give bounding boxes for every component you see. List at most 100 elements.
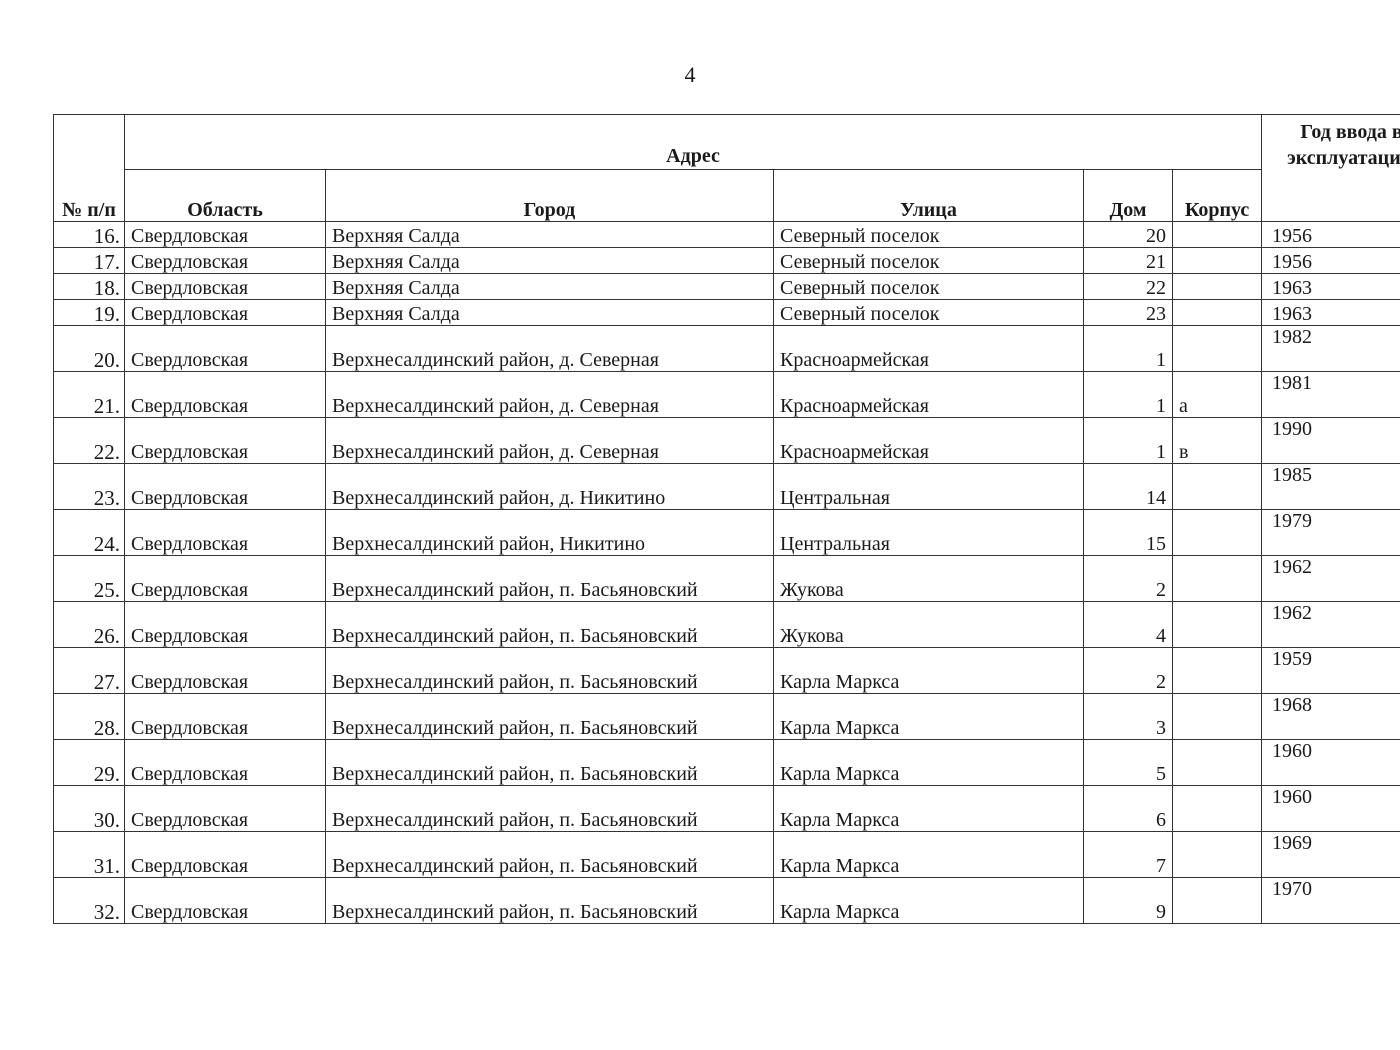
cell-num: 31. [53, 831, 125, 878]
cell-year: 1979 [1261, 509, 1400, 556]
cell-region: Свердловская [124, 509, 326, 556]
table-row: 21. Свердловская Верхнесалдинский район, д… [53, 371, 1400, 418]
cell-num: 21. [53, 371, 125, 418]
header-address: Адрес [123, 114, 1263, 170]
cell-street: Центральная [773, 509, 1084, 556]
cell-building [1171, 273, 1263, 300]
table-row: 24. Свердловская Верхнесалдинский район, Н… [53, 509, 1400, 556]
cell-street: Центральная [773, 463, 1084, 510]
cell-year: 1981 [1261, 371, 1400, 418]
cell-house: 1 [1083, 325, 1173, 372]
cell-building [1171, 831, 1263, 878]
cell-num: 26. [53, 601, 125, 648]
cell-street: Красноармейская [773, 325, 1084, 372]
header-building: Корпус [1171, 169, 1263, 222]
table-row: 25. Свердловская Верхнесалдинский район, п… [53, 555, 1400, 602]
cell-street: Красноармейская [773, 371, 1084, 418]
cell-year: 1962 [1261, 555, 1400, 602]
cell-region: Свердловская [124, 739, 326, 786]
cell-house: 21 [1083, 247, 1173, 274]
table-row: 32. Свердловская Верхнесалдинский район, п… [53, 877, 1400, 924]
cell-building: в [1171, 417, 1263, 464]
table-row: 18. Свердловская Верхняя Салда Северный пос… [53, 273, 1400, 300]
cell-house: 2 [1083, 647, 1173, 694]
cell-year: 1963 [1261, 299, 1400, 326]
cell-street: Карла Маркса [773, 739, 1084, 786]
cell-house: 1 [1083, 371, 1173, 418]
cell-region: Свердловская [124, 647, 326, 694]
cell-building [1171, 299, 1263, 326]
cell-house: 7 [1083, 831, 1173, 878]
cell-house: 23 [1083, 299, 1173, 326]
cell-region: Свердловская [124, 693, 326, 740]
housing-table: № п/п Адрес Год ввода в эксплуатацию Обл… [53, 114, 1400, 924]
cell-building [1171, 785, 1263, 832]
table-row: 22. Свердловская Верхнесалдинский район, д… [53, 417, 1400, 464]
cell-year: 1990 [1261, 417, 1400, 464]
cell-house: 9 [1083, 877, 1173, 924]
cell-building [1171, 601, 1263, 648]
cell-region: Свердловская [124, 831, 326, 878]
cell-city: Верхняя Салда [325, 221, 774, 248]
cell-house: 22 [1083, 273, 1173, 300]
cell-city: Верхнесалдинский район, п. Басьяновский [325, 601, 774, 648]
cell-num: 28. [53, 693, 125, 740]
cell-num: 16. [53, 221, 125, 248]
cell-num: 22. [53, 417, 125, 464]
cell-street: Северный поселок [773, 247, 1084, 274]
header-region: Область [124, 169, 326, 222]
cell-num: 23. [53, 463, 125, 510]
cell-city: Верхнесалдинский район, д. Северная [325, 371, 774, 418]
cell-city: Верхнесалдинский район, д. Северная [325, 417, 774, 464]
cell-house: 2 [1083, 555, 1173, 602]
cell-region: Свердловская [124, 877, 326, 924]
cell-street: Красноармейская [773, 417, 1084, 464]
cell-city: Верхнесалдинский район, п. Басьяновский [325, 693, 774, 740]
cell-num: 29. [53, 739, 125, 786]
cell-year: 1969 [1261, 831, 1400, 878]
cell-street: Карла Маркса [773, 693, 1084, 740]
cell-building [1171, 693, 1263, 740]
cell-building [1171, 877, 1263, 924]
cell-building [1171, 739, 1263, 786]
cell-building [1171, 325, 1263, 372]
cell-num: 18. [53, 273, 125, 300]
cell-region: Свердловская [124, 555, 326, 602]
table-row: 20. Свердловская Верхнесалдинский район, д… [53, 325, 1400, 372]
cell-region: Свердловская [124, 463, 326, 510]
cell-street: Жукова [773, 555, 1084, 602]
cell-num: 20. [53, 325, 125, 372]
cell-street: Карла Маркса [773, 785, 1084, 832]
table-row: 30. Свердловская Верхнесалдинский район, п… [53, 785, 1400, 832]
cell-street: Карла Маркса [773, 647, 1084, 694]
table-row: 17. Свердловская Верхняя Салда Северный пос… [53, 247, 1400, 274]
cell-building [1171, 221, 1263, 248]
cell-building [1171, 463, 1263, 510]
table-row: 23. Свердловская Верхнесалдинский район, д… [53, 463, 1400, 510]
cell-house: 1 [1083, 417, 1173, 464]
header-num: № п/п [53, 114, 125, 222]
cell-city: Верхняя Салда [325, 247, 774, 274]
cell-house: 6 [1083, 785, 1173, 832]
cell-region: Свердловская [124, 371, 326, 418]
cell-num: 30. [53, 785, 125, 832]
cell-city: Верхнесалдинский район, п. Басьяновский [325, 877, 774, 924]
cell-year: 1959 [1261, 647, 1400, 694]
cell-year: 1956 [1261, 247, 1400, 274]
cell-city: Верхнесалдинский район, Никитино [325, 509, 774, 556]
cell-region: Свердловская [124, 299, 326, 326]
cell-house: 4 [1083, 601, 1173, 648]
page-number: 4 [684, 62, 696, 87]
cell-region: Свердловская [124, 417, 326, 464]
cell-num: 17. [53, 247, 125, 274]
table-row: 26. Свердловская Верхнесалдинский район, п… [53, 601, 1400, 648]
cell-street: Карла Маркса [773, 831, 1084, 878]
cell-street: Карла Маркса [773, 877, 1084, 924]
cell-building [1171, 555, 1263, 602]
cell-street: Северный поселок [773, 221, 1084, 248]
header-year: Год ввода в эксплуатацию [1261, 114, 1400, 222]
cell-house: 14 [1083, 463, 1173, 510]
cell-street: Северный поселок [773, 273, 1084, 300]
cell-street: Жукова [773, 601, 1084, 648]
header-house: Дом [1083, 169, 1173, 222]
